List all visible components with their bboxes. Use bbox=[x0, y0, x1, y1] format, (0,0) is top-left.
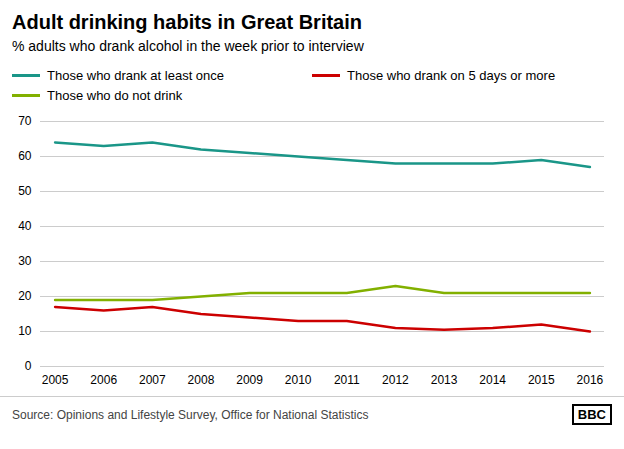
svg-text:2016: 2016 bbox=[577, 373, 604, 387]
svg-text:2015: 2015 bbox=[528, 373, 555, 387]
html-text:% adults who drank alcohol in: % adults who drank alcohol in the week p… bbox=[12, 38, 364, 54]
html-text:Source: Opinions and Lifestyle: Source: Opinions and Lifestyle Survey, O… bbox=[12, 407, 369, 422]
svg-text:2011: 2011 bbox=[334, 373, 360, 387]
svg-text:2006: 2006 bbox=[90, 373, 117, 387]
svg-text:2009: 2009 bbox=[236, 373, 263, 387]
svg-text:2005: 2005 bbox=[42, 373, 69, 387]
svg-text:0: 0 bbox=[25, 359, 32, 373]
svg-text:2007: 2007 bbox=[139, 373, 166, 387]
svg-text:60: 60 bbox=[18, 149, 32, 163]
svg-text:2010: 2010 bbox=[285, 373, 312, 387]
svg-text:2008: 2008 bbox=[188, 373, 215, 387]
svg-text:50: 50 bbox=[18, 184, 32, 198]
svg-text:2014: 2014 bbox=[479, 373, 506, 387]
svg-text:40: 40 bbox=[18, 219, 32, 233]
html-text:Those who drank on 5 days or m: Those who drank on 5 days or more bbox=[347, 67, 556, 83]
html-text:Those who do not drink: Those who do not drink bbox=[47, 87, 183, 103]
html-text:Those who drank at least once: Those who drank at least once bbox=[47, 67, 225, 83]
svg-text:2013: 2013 bbox=[431, 373, 458, 387]
html-text:Adult drinking habits in Great: Adult drinking habits in Great Britain bbox=[12, 11, 362, 33]
svg-text:2012: 2012 bbox=[382, 373, 409, 387]
html-text:BBC: BBC bbox=[577, 407, 606, 422]
svg-text:30: 30 bbox=[18, 254, 32, 268]
svg-text:70: 70 bbox=[18, 114, 32, 128]
svg-text:20: 20 bbox=[18, 289, 32, 303]
svg-text:10: 10 bbox=[18, 324, 32, 338]
